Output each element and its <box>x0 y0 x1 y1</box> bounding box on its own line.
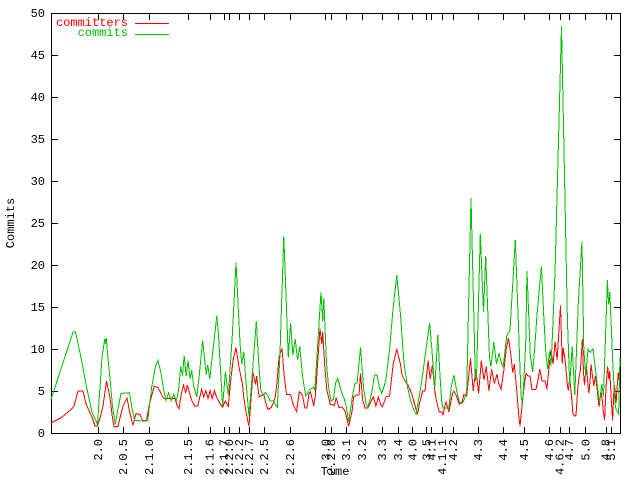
svg-text:committers: committers <box>56 16 128 30</box>
svg-text:4.3: 4.3 <box>472 439 486 461</box>
svg-text:45: 45 <box>31 49 45 63</box>
svg-text:4.0: 4.0 <box>407 439 421 461</box>
svg-text:4.1.1: 4.1.1 <box>436 439 450 475</box>
svg-text:2.1.5: 2.1.5 <box>182 439 196 475</box>
svg-text:4.7: 4.7 <box>563 439 577 461</box>
svg-text:2.2.7: 2.2.7 <box>243 439 257 475</box>
svg-text:10: 10 <box>31 343 45 357</box>
svg-text:3.0: 3.0 <box>319 439 333 461</box>
svg-text:2.2.6: 2.2.6 <box>284 439 298 475</box>
svg-text:4.5: 4.5 <box>518 439 532 461</box>
svg-text:2.2.2: 2.2.2 <box>233 439 247 475</box>
svg-text:2.1.6: 2.1.6 <box>204 439 218 475</box>
svg-text:5.0: 5.0 <box>579 439 593 461</box>
svg-text:15: 15 <box>31 301 45 315</box>
svg-text:4.8: 4.8 <box>600 439 614 461</box>
svg-text:2.0.5: 2.0.5 <box>117 439 131 475</box>
svg-text:30: 30 <box>31 175 45 189</box>
svg-text:5: 5 <box>38 385 45 399</box>
svg-text:3.3: 3.3 <box>376 439 390 461</box>
svg-text:commits: commits <box>78 26 128 40</box>
svg-text:2.1.0: 2.1.0 <box>143 439 157 475</box>
svg-text:0: 0 <box>38 427 45 441</box>
svg-text:5.1: 5.1 <box>605 439 619 461</box>
svg-text:Commits: Commits <box>4 198 18 248</box>
svg-text:3.5: 3.5 <box>421 439 435 461</box>
svg-text:2.2.0: 2.2.0 <box>223 439 237 475</box>
svg-text:4.6.2: 4.6.2 <box>554 439 568 475</box>
svg-text:2.0: 2.0 <box>92 439 106 461</box>
svg-text:4.1: 4.1 <box>425 439 439 461</box>
svg-text:40: 40 <box>31 91 45 105</box>
svg-text:3.1: 3.1 <box>340 439 354 461</box>
svg-text:Time: Time <box>321 465 350 479</box>
svg-text:3.4: 3.4 <box>392 439 406 461</box>
svg-text:50: 50 <box>31 7 45 21</box>
svg-text:4.6: 4.6 <box>543 439 557 461</box>
svg-text:2.2.8: 2.2.8 <box>325 439 339 475</box>
svg-text:35: 35 <box>31 133 45 147</box>
svg-text:2.2.5: 2.2.5 <box>258 439 272 475</box>
svg-text:4.4: 4.4 <box>497 439 511 461</box>
svg-text:20: 20 <box>31 259 45 273</box>
svg-text:3.2: 3.2 <box>356 439 370 461</box>
svg-text:2.1.7: 2.1.7 <box>218 439 232 475</box>
svg-text:25: 25 <box>31 217 45 231</box>
svg-text:4.2: 4.2 <box>447 439 461 461</box>
